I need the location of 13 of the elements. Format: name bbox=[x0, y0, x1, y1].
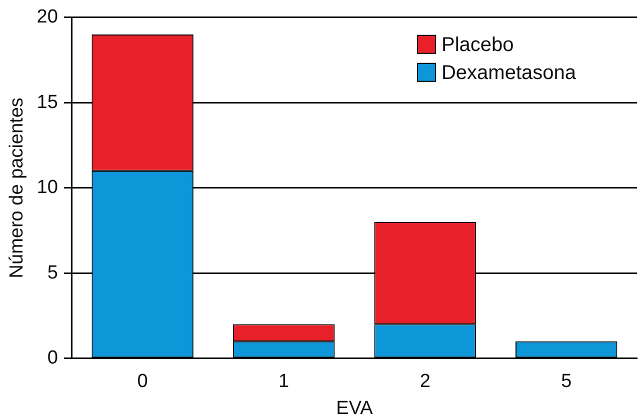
y-tick-label: 20 bbox=[36, 6, 58, 28]
y-axis-title: Número de pacientes bbox=[6, 98, 28, 278]
legend-label: Dexametasona bbox=[441, 62, 577, 84]
y-tick-label: 5 bbox=[47, 262, 58, 284]
legend-label: Placebo bbox=[441, 34, 514, 56]
y-tick-label: 15 bbox=[36, 92, 58, 113]
x-tick-label: 2 bbox=[420, 371, 430, 392]
x-tick-label: 0 bbox=[137, 371, 148, 392]
x-axis-title: EVA bbox=[336, 398, 374, 419]
x-tick-label: 5 bbox=[561, 371, 572, 392]
y-tick-label: 0 bbox=[47, 348, 58, 369]
x-tick-label: 1 bbox=[278, 371, 290, 392]
y-tick-label: 10 bbox=[36, 177, 58, 198]
